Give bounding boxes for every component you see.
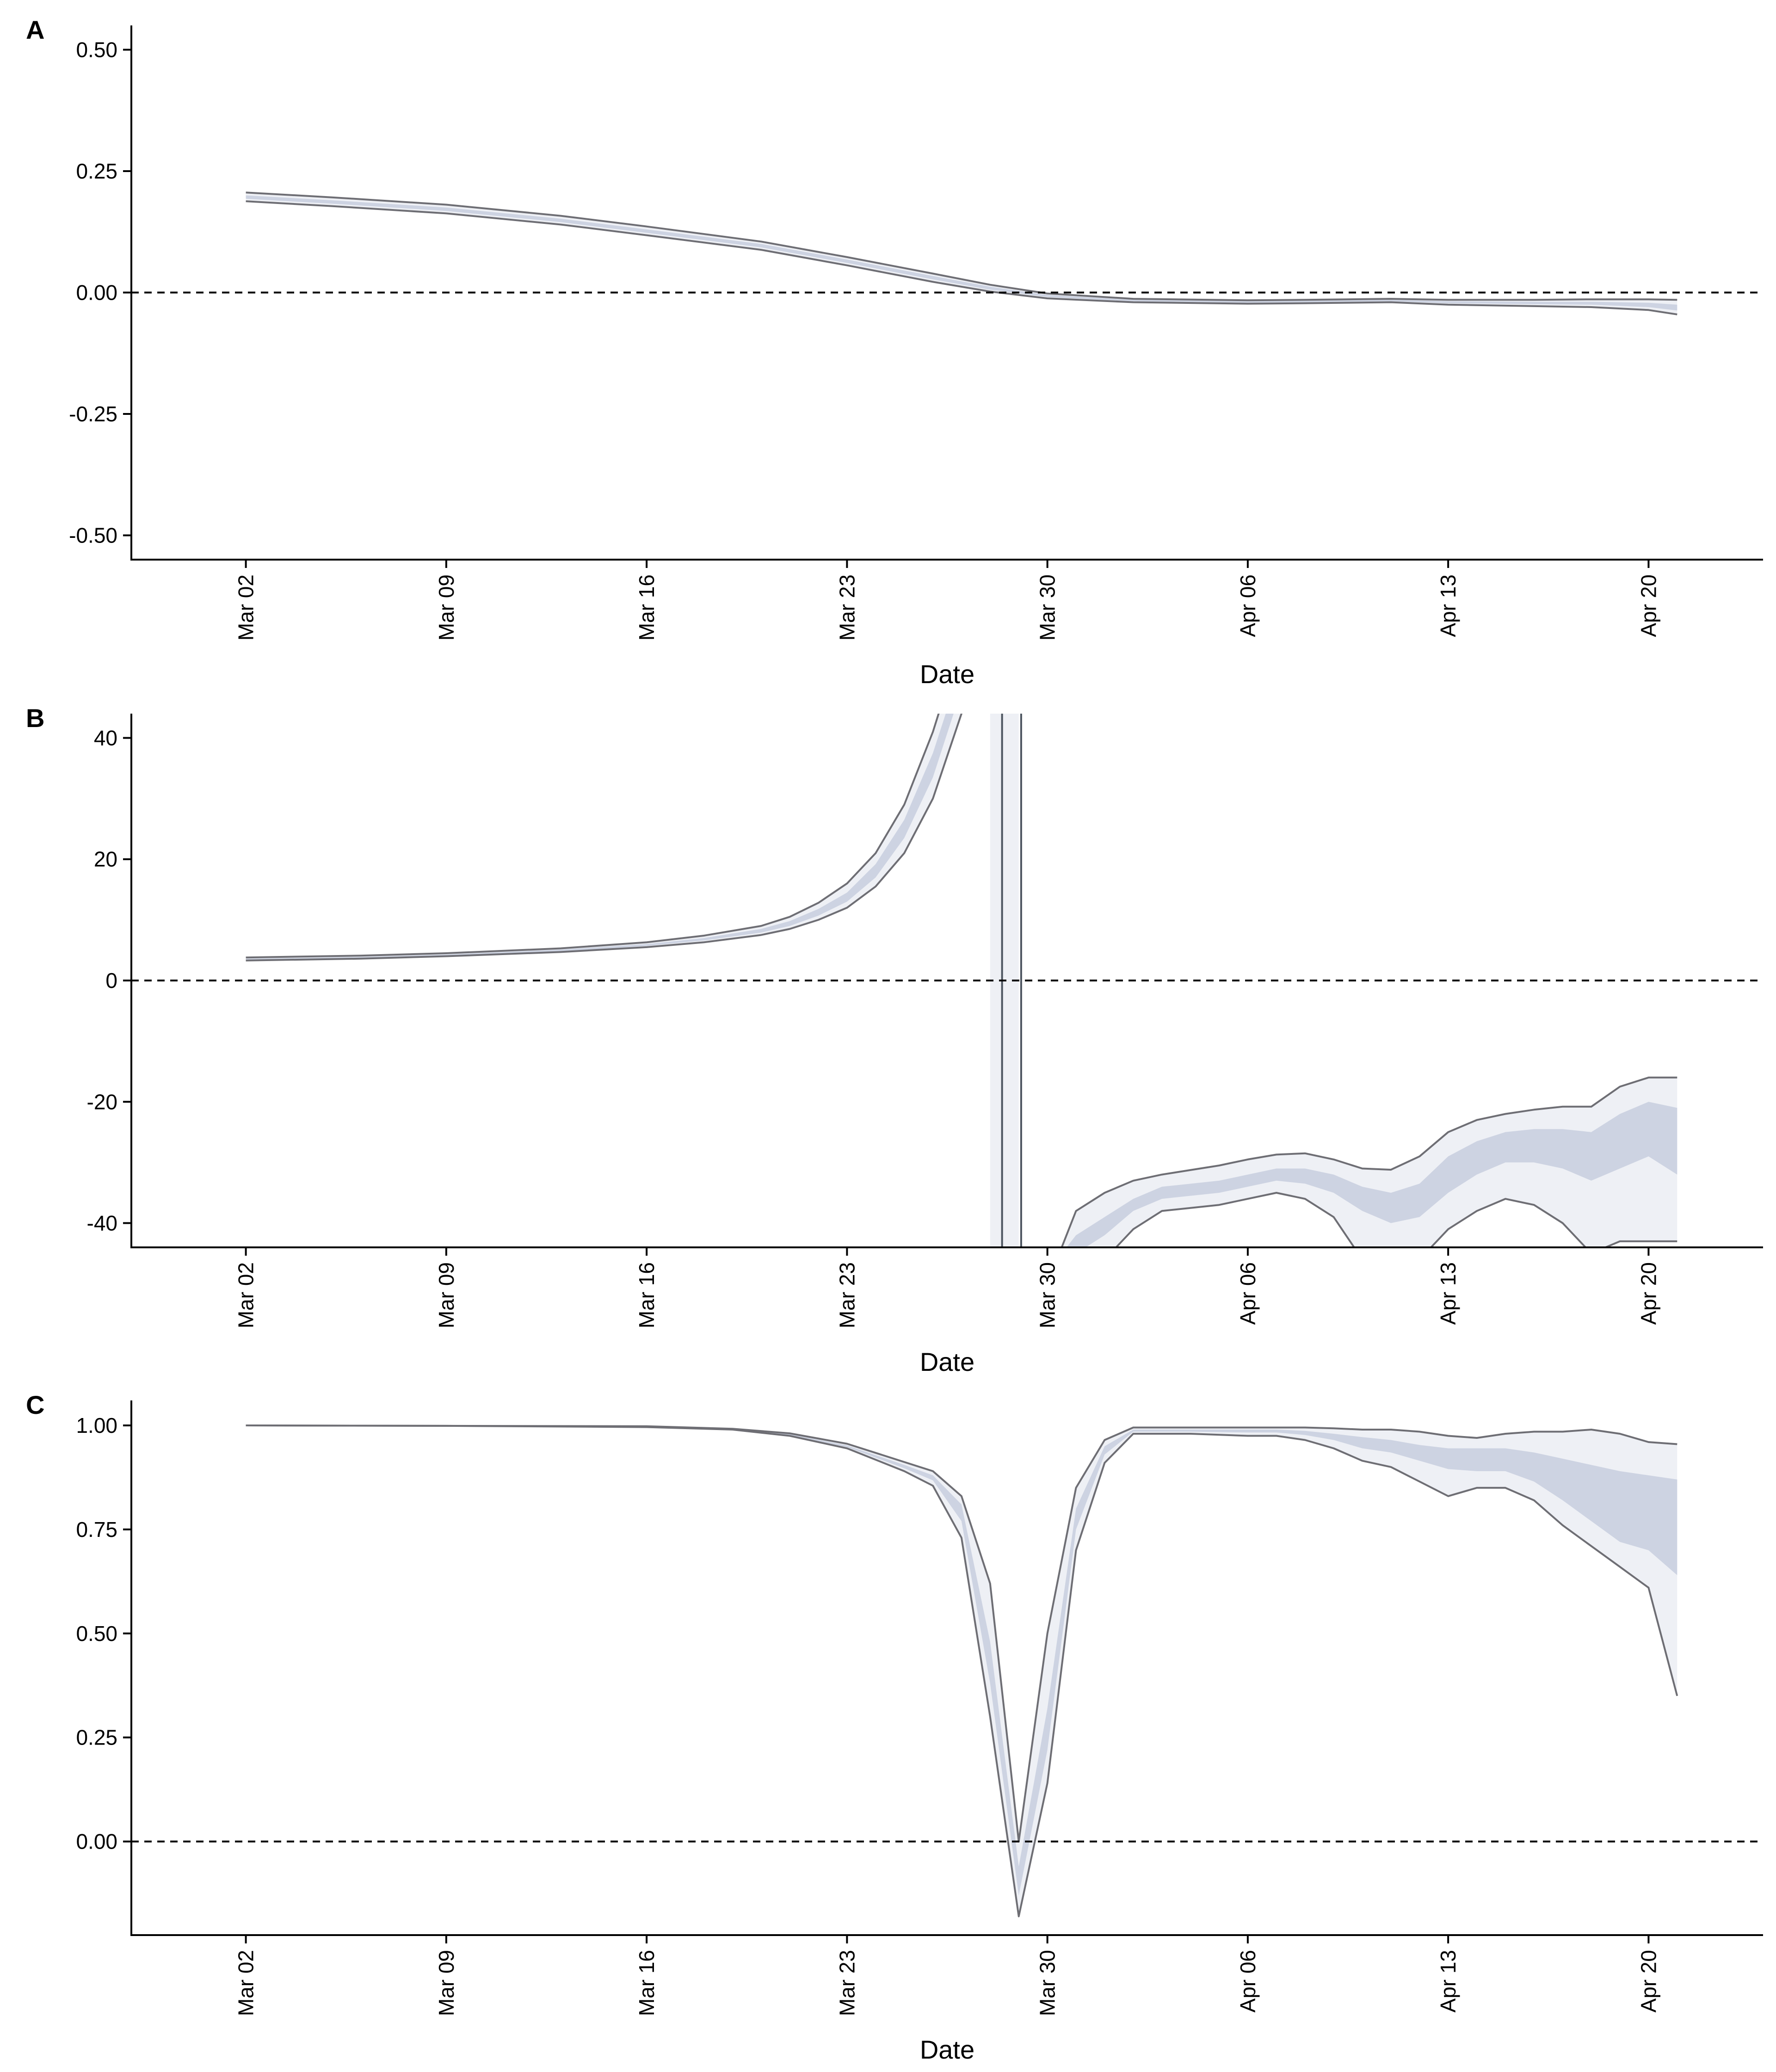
x-tick-label-c-3: Mar 23 [835, 1950, 859, 2016]
y-tick-label-a-2: 0.00 [76, 281, 117, 305]
plot-area-b [246, 714, 1677, 1247]
panel-label-b: B [26, 703, 44, 733]
x-tick-label-b-5: Apr 06 [1236, 1262, 1260, 1325]
series-c-0-upper-line [246, 1424, 1677, 1843]
x-tick-label-b-0: Mar 02 [234, 1262, 258, 1328]
series-b-0-lower-line [246, 714, 962, 962]
y-tick-label-b-3: 20 [94, 847, 117, 871]
x-tick-label-a-1: Mar 09 [434, 574, 458, 641]
x-tick-label-c-2: Mar 16 [635, 1950, 659, 2016]
series-c-0-inner-band [246, 1425, 1677, 1896]
y-tick-label-c-2: 0.50 [76, 1622, 117, 1646]
y-tick-label-a-4: 0.50 [76, 38, 117, 62]
series-a-0-lower-line [246, 200, 1677, 315]
series-b-0-upper-line [246, 714, 940, 959]
panel-label-a: A [26, 15, 44, 44]
x-tick-label-a-7: Apr 20 [1636, 574, 1660, 637]
y-tick-label-c-1: 0.25 [76, 1726, 117, 1750]
x-axis-title-c: Date [920, 2035, 974, 2064]
x-tick-label-a-0: Mar 02 [234, 574, 258, 641]
x-tick-label-a-4: Mar 30 [1036, 574, 1060, 641]
x-tick-label-c-7: Apr 20 [1636, 1950, 1660, 2013]
series-b-0-outer-band [246, 714, 962, 961]
x-tick-label-a-2: Mar 16 [635, 574, 659, 641]
series-b-2-outer-band [1061, 1077, 1677, 1247]
x-tick-label-b-2: Mar 16 [635, 1262, 659, 1328]
series-b-2-upper-line [1061, 1076, 1677, 1247]
panel-c: 0.00 0.25 0.50 0.75 1.00 Mar 02 Mar 09 Mar 16 Ma… [26, 1390, 1763, 2064]
x-tick-label-a-6: Apr 13 [1436, 574, 1460, 637]
series-c-0-lower-line [246, 1424, 1678, 1918]
x-tick-label-c-0: Mar 02 [234, 1950, 258, 2016]
x-tick-label-a-3: Mar 23 [835, 574, 859, 641]
x-tick-label-c-1: Mar 09 [434, 1950, 458, 2016]
x-tick-label-b-1: Mar 09 [434, 1262, 458, 1328]
series-a-0-outer-band [246, 192, 1677, 314]
y-tick-label-c-4: 1.00 [76, 1413, 117, 1437]
plot-area-c [246, 1424, 1678, 1918]
panel-b: -40 -20 0 20 40 Mar 02 Mar 09 Mar 16 Mar 23 Mar 3… [26, 703, 1763, 1376]
y-tick-label-c-0: 0.00 [76, 1830, 117, 1854]
series-a-0-inner-band [246, 195, 1677, 311]
x-tick-label-b-4: Mar 30 [1036, 1262, 1060, 1328]
x-tick-label-b-7: Apr 20 [1636, 1262, 1660, 1325]
y-tick-label-c-3: 0.75 [76, 1517, 117, 1542]
y-tick-label-a-1: -0.25 [69, 402, 117, 426]
series-b-0-inner-band [246, 714, 954, 960]
x-axis-title-b: Date [920, 1347, 974, 1376]
y-tick-label-b-0: -40 [87, 1211, 117, 1235]
x-tick-label-a-5: Apr 06 [1236, 574, 1260, 637]
x-axis-title-a: Date [920, 660, 974, 689]
x-tick-label-c-4: Mar 30 [1036, 1950, 1060, 2016]
y-tick-label-a-3: 0.25 [76, 159, 117, 183]
x-tick-label-c-5: Apr 06 [1236, 1950, 1260, 2013]
x-tick-label-c-6: Apr 13 [1436, 1950, 1460, 2013]
y-tick-label-b-1: -20 [87, 1090, 117, 1114]
x-tick-label-b-3: Mar 23 [835, 1262, 859, 1328]
x-tick-label-b-6: Apr 13 [1436, 1262, 1460, 1325]
series-b-2-lower-line [1115, 1192, 1677, 1247]
series-b-2-inner-band [1066, 1102, 1677, 1247]
y-tick-label-b-4: 40 [94, 726, 117, 750]
plot-area-a [246, 191, 1677, 315]
panel-a: -0.50 -0.25 0.00 0.25 0.50 Mar 02 Mar 09 Mar 16… [26, 15, 1763, 689]
series-a-0-upper-line [246, 191, 1677, 302]
panel-label-c: C [26, 1390, 44, 1419]
y-tick-label-a-0: -0.50 [69, 524, 117, 548]
y-tick-label-b-2: 0 [105, 968, 117, 993]
